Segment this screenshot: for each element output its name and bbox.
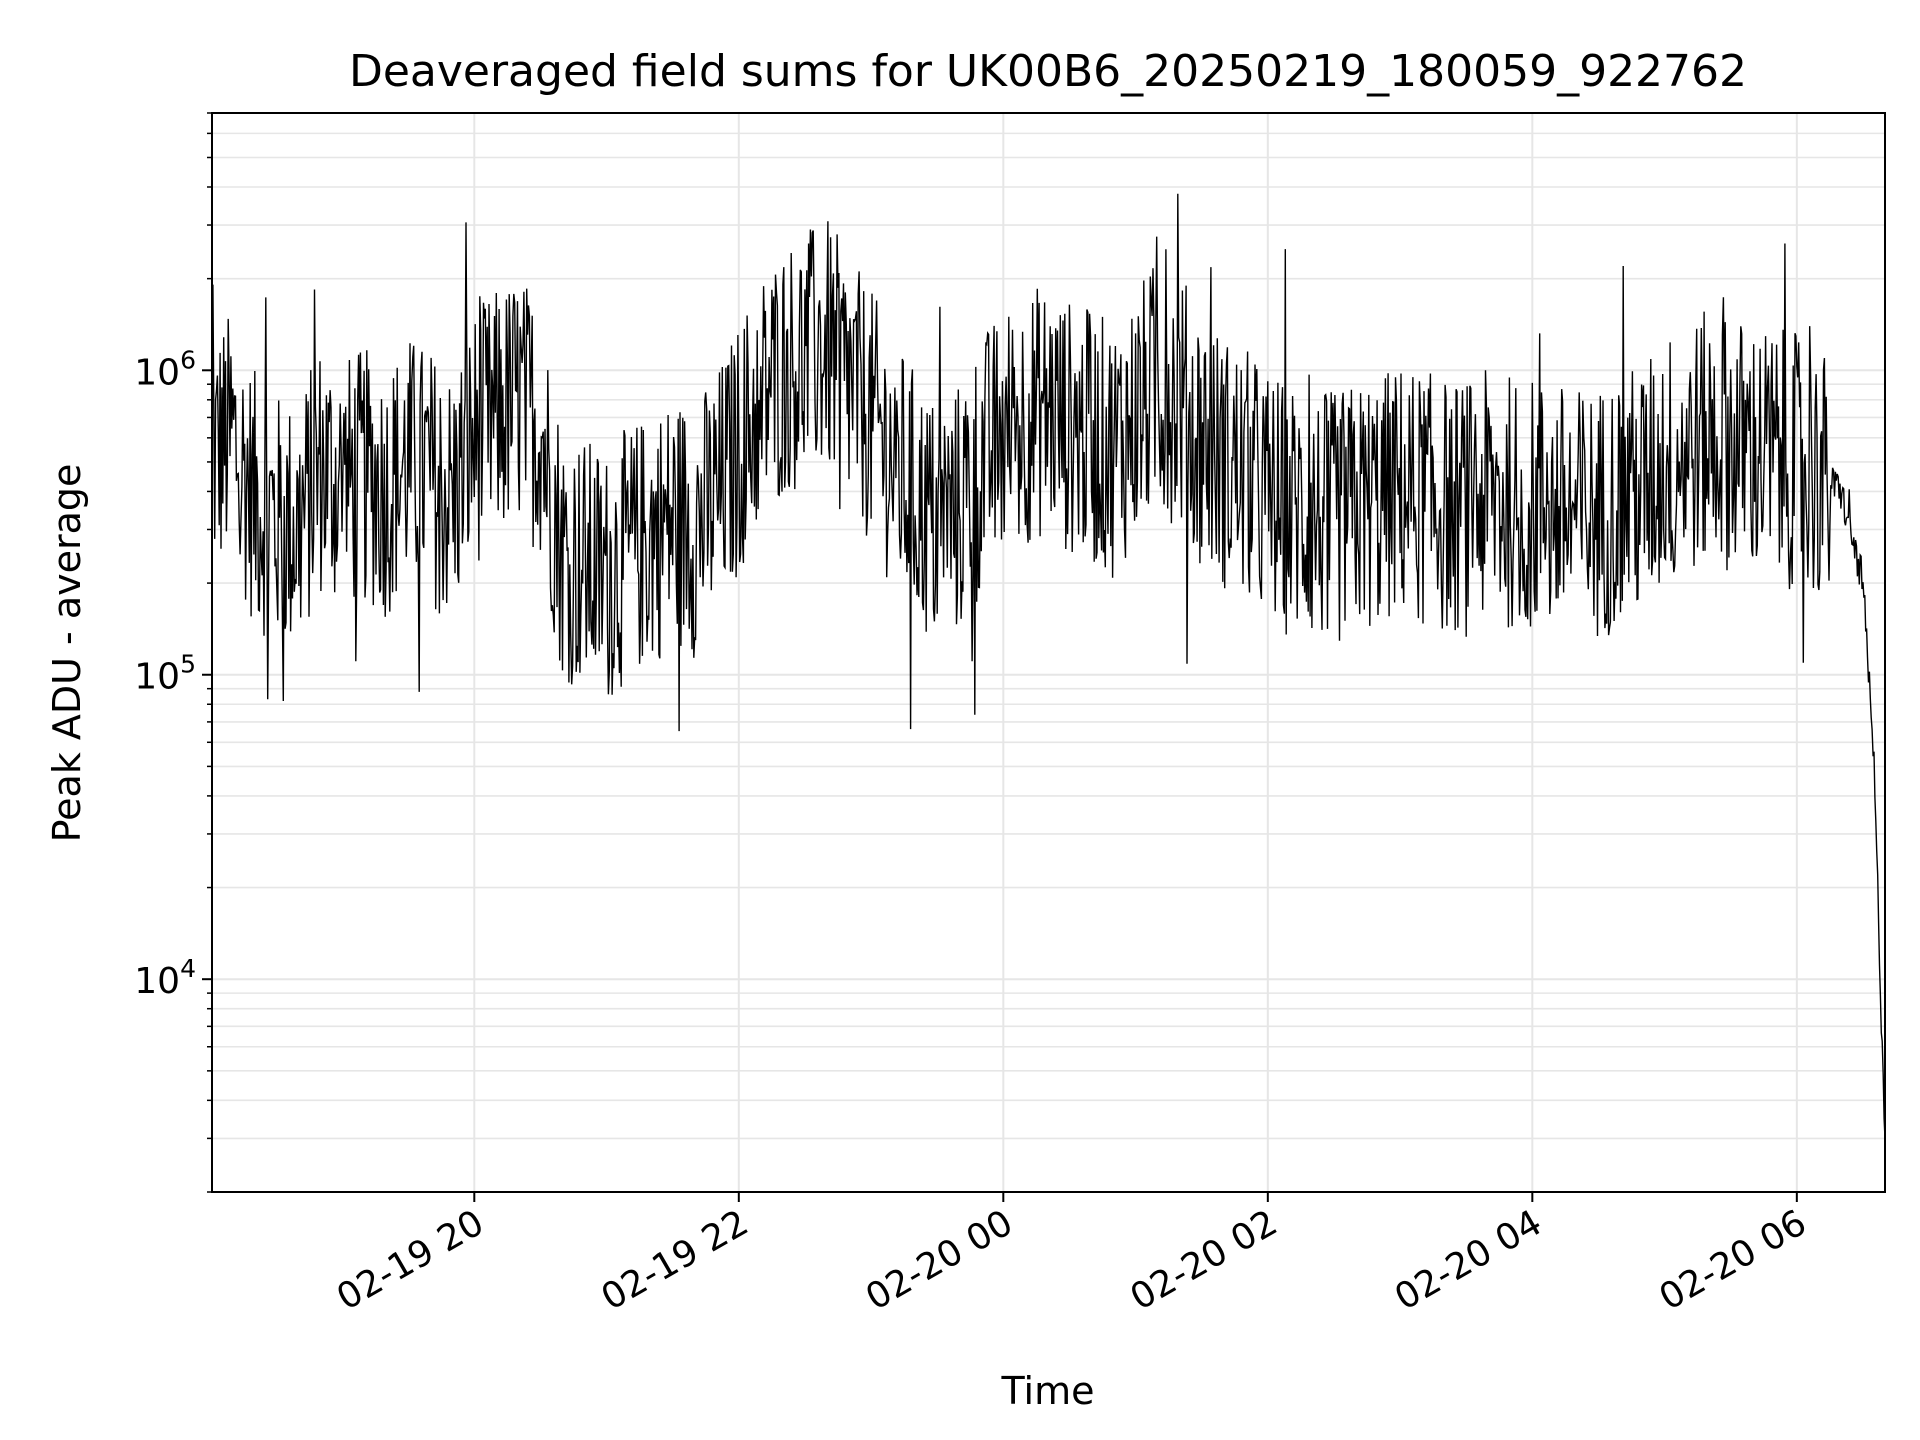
x-tick-label: 02-19 20: [330, 1202, 491, 1318]
y-tick-label: 104: [134, 954, 196, 1002]
chart-title: Deaveraged field sums for UK00B6_2025021…: [349, 46, 1747, 97]
series-line: [211, 193, 1886, 1139]
y-tick-label: 106: [134, 345, 196, 393]
x-tick-label: 02-20 04: [1388, 1202, 1549, 1318]
x-tick-label: 02-20 02: [1124, 1202, 1285, 1318]
x-axis: 02-19 20 02-19 22 02-20 00 02-20 02 02-20 04…: [330, 1192, 1813, 1319]
x-tick-label: 02-20 06: [1653, 1202, 1814, 1318]
plot-frame: [211, 112, 1886, 1193]
x-tick-label: 02-20 00: [859, 1202, 1020, 1318]
y-axis: 104 105 106: [134, 112, 212, 1193]
x-tick-label: 02-19 22: [595, 1202, 756, 1318]
y-axis-label: Peak ADU - average: [45, 464, 89, 843]
x-axis-label: Time: [1001, 1369, 1095, 1413]
grid: [212, 112, 1885, 1193]
y-tick-label: 105: [134, 650, 196, 698]
